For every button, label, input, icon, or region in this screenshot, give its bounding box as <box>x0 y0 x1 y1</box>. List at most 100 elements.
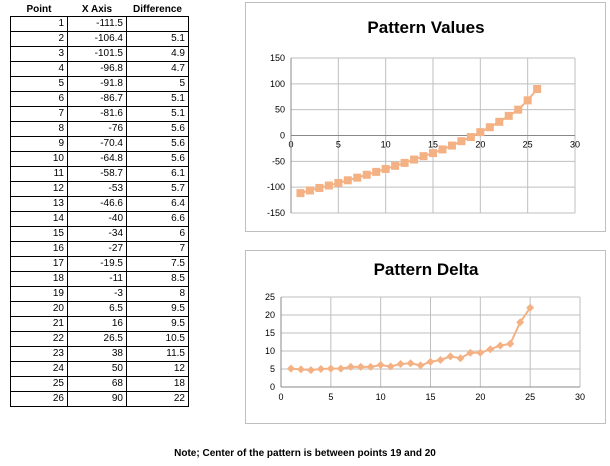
table-row: 17 -19.5 7.5 <box>10 256 189 272</box>
column-header-difference: Difference <box>133 4 182 15</box>
table-row: 22 26.5 10.5 <box>10 331 189 347</box>
data-point <box>426 357 435 366</box>
table-row: 6 -86.7 5.1 <box>10 91 189 107</box>
cell-point: 26 <box>10 391 68 407</box>
data-point <box>366 362 375 371</box>
cell-difference: 5.6 <box>126 121 189 137</box>
data-point <box>296 189 305 198</box>
table-row: 10 -64.8 5.6 <box>10 151 189 167</box>
data-point <box>506 339 515 348</box>
cell-difference: 18 <box>126 376 189 392</box>
table-row: 7 -81.6 5.1 <box>10 106 189 122</box>
y-tick-label: -50 <box>272 156 285 166</box>
cell-difference: 5.7 <box>126 181 189 197</box>
y-tick-label: 20 <box>265 310 275 320</box>
data-point <box>526 303 535 312</box>
data-point <box>486 345 495 354</box>
cell-difference: 9.5 <box>126 316 189 332</box>
cell-difference: 7.5 <box>126 256 189 272</box>
pattern-values-svg: Pattern Values -150-100-5005010015005101… <box>267 18 580 218</box>
cell-difference: 4.9 <box>126 46 189 62</box>
data-point <box>396 359 405 368</box>
cell-point: 21 <box>10 316 68 332</box>
column-header-x-axis: X Axis <box>81 4 113 15</box>
cell-point: 15 <box>10 226 68 242</box>
cell-point: 14 <box>10 211 68 227</box>
cell-difference: 5.1 <box>126 31 189 47</box>
y-tick-label: 0 <box>280 131 285 141</box>
cell-difference: 4.7 <box>126 61 189 77</box>
x-tick-label: 10 <box>381 140 391 150</box>
data-point <box>447 141 456 150</box>
y-tick-label: 10 <box>265 346 275 356</box>
data-point <box>456 354 465 363</box>
table-row: 3 -101.5 4.9 <box>10 46 189 62</box>
table-row: 16 -27 7 <box>10 241 189 257</box>
cell-x-axis: 6.5 <box>67 301 127 317</box>
cell-x-axis: -76 <box>67 121 127 137</box>
cell-point: 18 <box>10 271 68 287</box>
x-tick-label: 25 <box>523 140 533 150</box>
table-row: 26 90 22 <box>10 391 189 407</box>
table-row: 15 -34 6 <box>10 226 189 242</box>
y-tick-label: 15 <box>265 328 275 338</box>
x-tick-label: 20 <box>475 392 485 402</box>
cell-difference: 6.4 <box>126 196 189 212</box>
cell-x-axis: 38 <box>67 346 127 362</box>
cell-x-axis: 68 <box>67 376 127 392</box>
cell-x-axis: 26.5 <box>67 331 127 347</box>
data-point <box>436 356 445 364</box>
y-tick-label: 0 <box>270 382 275 392</box>
cell-x-axis: -53 <box>67 181 127 197</box>
table-row: 9 -70.4 5.6 <box>10 136 189 152</box>
data-point <box>353 173 362 182</box>
data-point <box>446 352 455 361</box>
data-point <box>466 133 475 142</box>
cell-point: 2 <box>10 31 68 47</box>
cell-point: 8 <box>10 121 68 137</box>
data-point <box>504 111 513 120</box>
data-point <box>438 145 447 154</box>
cell-difference: 5.6 <box>126 151 189 167</box>
cell-point: 11 <box>10 166 68 182</box>
cell-point: 7 <box>10 106 68 122</box>
data-point <box>466 348 475 357</box>
table-row: 1 -111.5 <box>10 16 189 32</box>
data-point <box>286 364 295 373</box>
pattern-delta-chart: Pattern Delta 0 5 10 15 20 25 0 5 10 15 20 25 30 <box>245 250 606 424</box>
data-point <box>305 186 314 195</box>
data-point <box>356 362 365 371</box>
cell-x-axis: -111.5 <box>67 16 127 32</box>
cell-difference: 8.5 <box>126 271 189 287</box>
cell-x-axis: -46.6 <box>67 196 127 212</box>
table-row: 11 -58.7 6.1 <box>10 166 189 182</box>
cell-x-axis: -64.8 <box>67 151 127 167</box>
cell-point: 10 <box>10 151 68 167</box>
data-point <box>429 149 437 158</box>
data-point <box>362 170 371 179</box>
table-row: 18 -11 8.5 <box>10 271 189 287</box>
cell-point: 23 <box>10 346 68 362</box>
data-point <box>315 183 324 192</box>
data-point <box>306 366 315 375</box>
cell-point: 1 <box>10 16 68 32</box>
cell-difference: 6.6 <box>126 211 189 227</box>
cell-difference: 12 <box>126 361 189 377</box>
cell-difference: 6 <box>126 226 189 242</box>
cell-x-axis: -101.5 <box>67 46 127 62</box>
cell-x-axis: -81.6 <box>67 106 127 122</box>
data-point <box>476 348 485 357</box>
table-row: 2 -106.4 5.1 <box>10 31 189 47</box>
table-row: 13 -46.6 6.4 <box>10 196 189 212</box>
cell-x-axis: -106.4 <box>67 31 127 47</box>
cell-x-axis: -70.4 <box>67 136 127 152</box>
cell-point: 4 <box>10 61 68 77</box>
data-point <box>386 362 395 371</box>
cell-x-axis: -91.8 <box>67 76 127 92</box>
data-point <box>523 96 532 105</box>
data-point <box>326 364 335 373</box>
data-point <box>334 178 343 187</box>
cell-point: 5 <box>10 76 68 92</box>
y-tick-label: -100 <box>267 182 285 192</box>
pattern-delta-svg: Pattern Delta 0 5 10 15 20 25 0 5 10 15 20 25 30 <box>265 260 585 402</box>
